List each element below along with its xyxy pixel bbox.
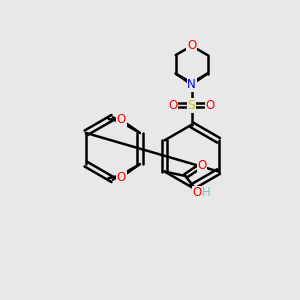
Text: N: N bbox=[187, 78, 196, 91]
Text: S: S bbox=[188, 99, 196, 112]
Text: O: O bbox=[117, 171, 126, 184]
Text: O: O bbox=[197, 159, 206, 172]
Text: O: O bbox=[117, 113, 126, 126]
Text: H: H bbox=[202, 186, 211, 200]
Text: O: O bbox=[187, 39, 196, 52]
Text: O: O bbox=[168, 99, 178, 112]
Text: O: O bbox=[206, 99, 215, 112]
Text: O: O bbox=[193, 186, 202, 200]
